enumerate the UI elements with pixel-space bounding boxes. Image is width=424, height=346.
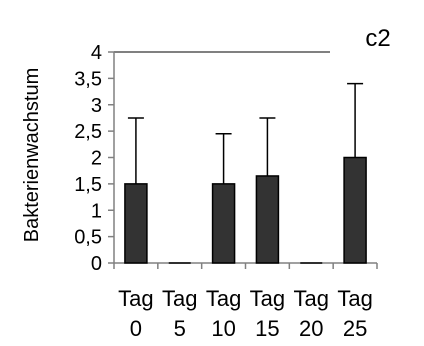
x-tick-label: 25 <box>343 316 367 341</box>
x-tick-label: 0 <box>130 316 142 341</box>
y-tick-label: 1 <box>91 200 102 222</box>
y-tick-label: 0,5 <box>74 227 102 249</box>
x-tick-label: Tag <box>250 286 285 311</box>
bar <box>343 156 367 264</box>
y-tick-label: 2 <box>91 148 102 170</box>
y-tick-label: 2,5 <box>74 121 102 143</box>
x-tick-label: 20 <box>299 316 323 341</box>
x-tick-label: Tag <box>206 286 241 311</box>
chart-title: c2 <box>365 25 390 52</box>
x-tick-label: 10 <box>211 316 235 341</box>
y-tick-label: 4 <box>91 42 102 64</box>
x-tick-label: Tag <box>162 286 197 311</box>
x-tick-label: 5 <box>174 316 186 341</box>
y-tick-label: 3,5 <box>74 68 102 90</box>
y-tick-label: 3 <box>91 95 102 117</box>
bar <box>124 183 148 264</box>
x-tick-label: Tag <box>118 286 153 311</box>
y-tick-label: 0 <box>91 253 102 275</box>
bar <box>255 175 280 264</box>
x-tick-label: 15 <box>255 316 279 341</box>
y-tick-label: 1,5 <box>74 174 102 196</box>
bar <box>211 183 236 264</box>
x-tick-label: Tag <box>337 286 372 311</box>
plot-area: 0 0,5 1 1,5 2 2,5 3 3,5 4 Tag 0 Tag 5 Tag 10 Tag 15 Tag 20… <box>74 42 378 341</box>
y-axis-title: Bakterienwachstum <box>21 68 43 243</box>
x-tick-label: Tag <box>294 286 329 311</box>
